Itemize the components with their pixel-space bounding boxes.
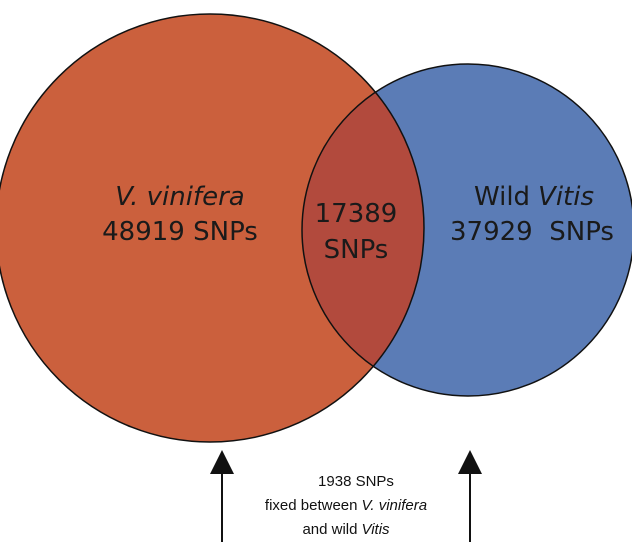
annotation-part: V. vinifera <box>361 497 427 514</box>
set-count: 48919 SNPs <box>102 217 258 247</box>
intersection-region <box>302 64 424 396</box>
set-circle-vinifera <box>0 14 424 442</box>
annotation-part: and wild <box>302 521 357 538</box>
set-count: 37929 SNPs <box>450 217 614 247</box>
annotation-line: and wild Vitis <box>302 521 390 538</box>
annotation-line: fixed between V. vinifera <box>265 497 427 514</box>
arrow-head <box>458 450 482 474</box>
arrow-head <box>210 450 234 474</box>
intersection-count: 17389 <box>315 199 398 229</box>
set-outline <box>301 63 632 397</box>
annotation-line: 1938 SNPs <box>318 473 394 490</box>
set-name-part: Vitis <box>538 182 594 212</box>
set-outline <box>0 13 425 443</box>
annotation-part: fixed between <box>265 497 358 514</box>
set-name-part: Wild <box>474 182 530 212</box>
annotation-part: Vitis <box>361 521 390 538</box>
set-name: V. vinifera <box>115 182 244 212</box>
set-name: Wild Vitis <box>474 182 594 212</box>
intersection-unit: SNPs <box>324 235 389 265</box>
